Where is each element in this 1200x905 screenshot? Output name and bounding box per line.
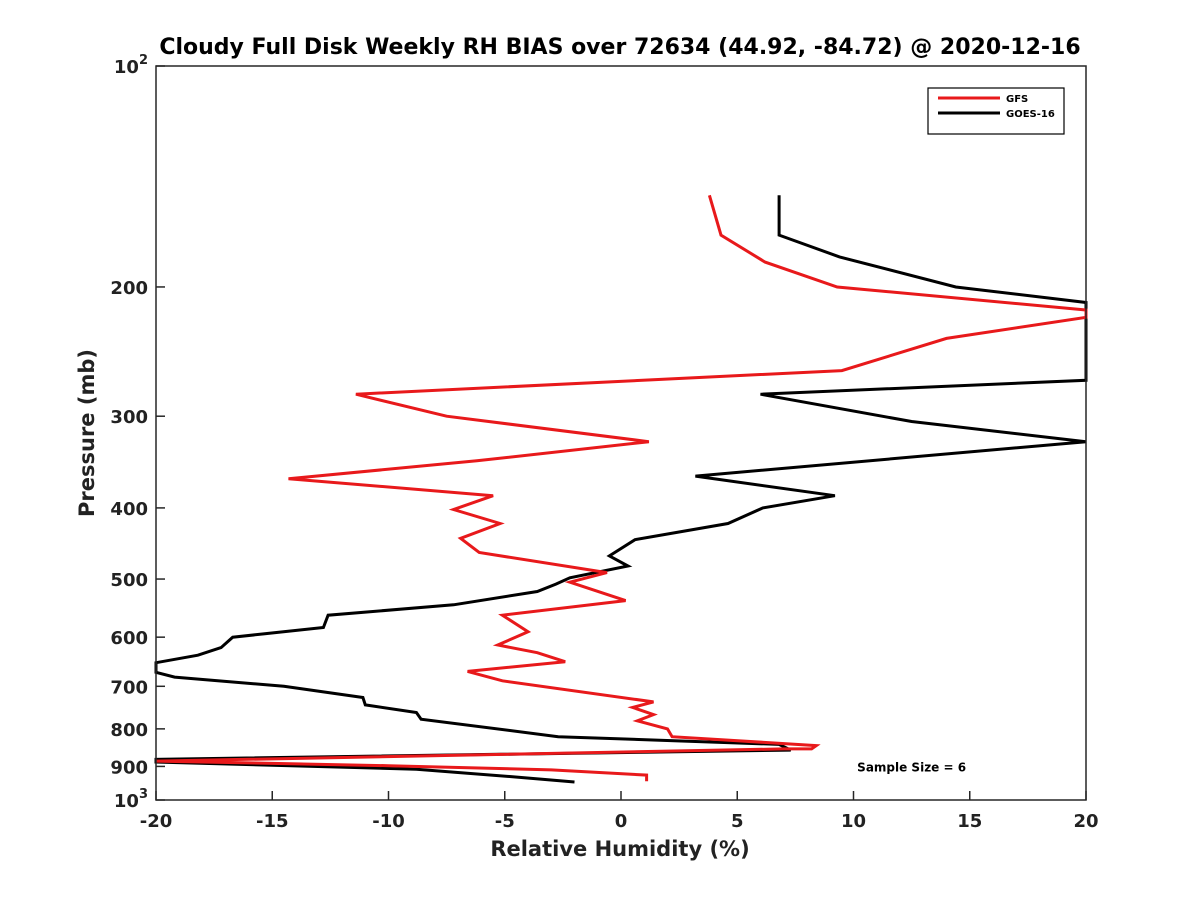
x-tick-label: -15 xyxy=(256,811,289,832)
x-tick-label: -5 xyxy=(495,811,515,832)
x-axis: -20 -15 -10 -5 0 5 10 15 20 xyxy=(140,791,1099,832)
legend-box xyxy=(927,87,1065,135)
x-tick-label: 15 xyxy=(957,811,982,832)
legend-label: GFS xyxy=(1006,94,1028,105)
y-axis-label: Pressure (mb) xyxy=(75,349,99,517)
x-tick-label: 10 xyxy=(841,811,866,832)
series-layer xyxy=(154,194,1088,784)
x-tick-label: -10 xyxy=(372,811,405,832)
y-tick-label: 103 xyxy=(114,787,148,812)
x-tick-label: -20 xyxy=(140,811,173,832)
y-tick-label: 102 xyxy=(114,53,148,78)
x-tick-label: 20 xyxy=(1073,811,1098,832)
y-tick-label: 300 xyxy=(110,407,148,428)
plot-area-frame xyxy=(155,65,1087,801)
x-tick-label: 0 xyxy=(615,811,628,832)
annotation-layer: Sample Size = 6 xyxy=(857,760,966,774)
series-line-goes-16 xyxy=(154,195,1088,784)
x-axis-label: Relative Humidity (%) xyxy=(490,837,749,861)
legend-label: GOES-16 xyxy=(1006,109,1055,120)
y-tick-label: 600 xyxy=(110,628,148,649)
y-tick-label: 900 xyxy=(110,757,148,778)
chart-title: Cloudy Full Disk Weekly RH BIAS over 726… xyxy=(159,35,1080,60)
y-tick-label: 400 xyxy=(110,499,148,520)
y-axis: 102 200 300 400 500 600 700 800 900 103 xyxy=(110,53,165,812)
y-tick-label: 700 xyxy=(110,677,148,698)
y-tick-label: 200 xyxy=(110,278,148,299)
legend: GFS GOES-16 xyxy=(927,87,1065,135)
sample-size-annotation: Sample Size = 6 xyxy=(857,760,966,774)
y-tick-label: 800 xyxy=(110,720,148,741)
series-line-gfs xyxy=(155,194,1088,782)
x-tick-label: 5 xyxy=(731,811,744,832)
y-tick-label: 500 xyxy=(110,570,148,591)
